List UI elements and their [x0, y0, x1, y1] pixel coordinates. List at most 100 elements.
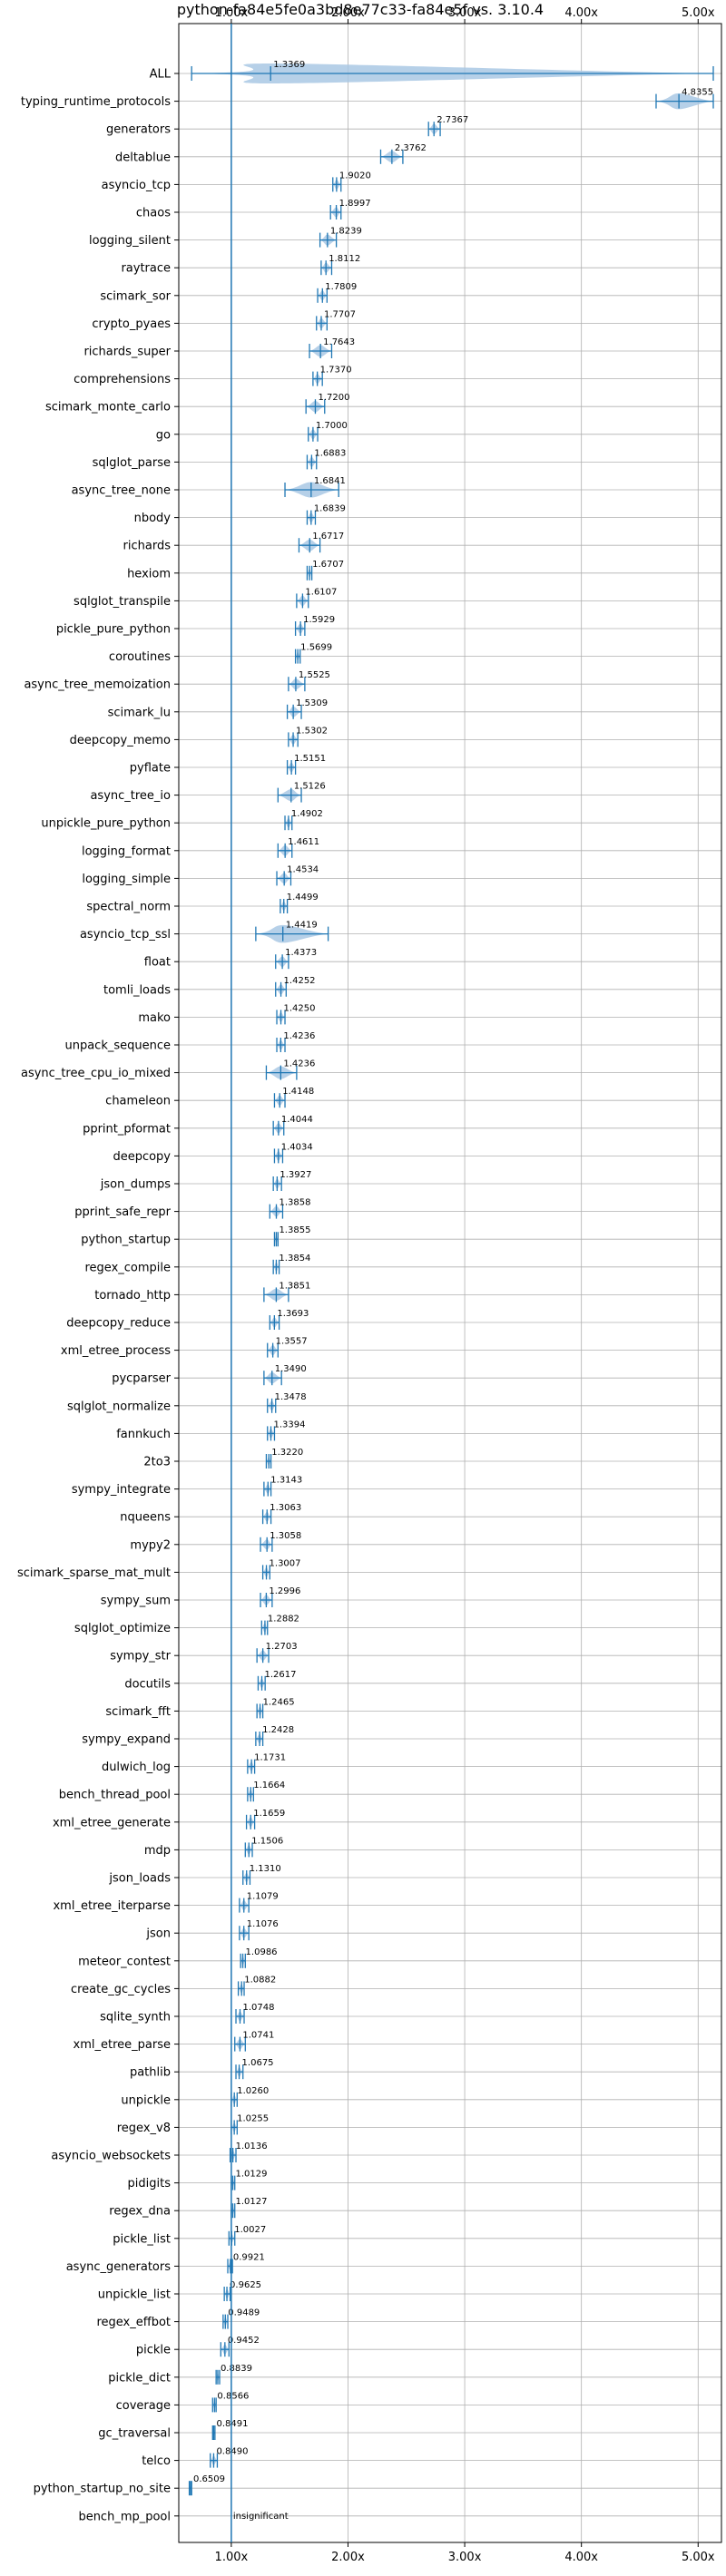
value-label: 1.3851	[279, 1281, 310, 1291]
y-tick-label: tomli_loads	[103, 983, 171, 997]
y-tick-label: sqlglot_normalize	[67, 1400, 171, 1413]
y-tick-label: async_generators	[66, 2260, 172, 2274]
value-label: 1.0136	[236, 2142, 268, 2152]
value-label: 0.8566	[217, 2391, 249, 2401]
y-tick-label: regex_compile	[84, 1261, 171, 1274]
y-tick-label: python_startup	[81, 1234, 171, 1247]
value-label: 1.7370	[320, 366, 352, 376]
y-tick-label: nbody	[134, 512, 172, 525]
y-tick-label: sympy_str	[110, 1650, 171, 1664]
value-label: 1.6841	[314, 476, 346, 486]
y-tick-label: ALL	[150, 68, 172, 82]
y-tick-label: coverage	[116, 2399, 171, 2413]
value-label: 1.2703	[266, 1642, 298, 1652]
value-label: 1.7200	[318, 393, 349, 403]
y-tick-label: sympy_expand	[82, 1733, 171, 1747]
y-tick-label: spectral_norm	[86, 901, 171, 914]
value-label: 1.5302	[296, 726, 328, 736]
value-label: 1.4373	[285, 948, 317, 958]
y-tick-label: telco	[142, 2454, 171, 2468]
y-tick-label: asyncio_websockets	[51, 2150, 171, 2163]
x-tick-label-bottom: 2.00x	[331, 2551, 365, 2564]
y-tick-label: dulwich_log	[102, 1761, 171, 1774]
y-tick-label: scimark_sparse_mat_mult	[17, 1566, 171, 1580]
value-label: 1.3220	[271, 1448, 303, 1458]
y-tick-label: float	[144, 956, 171, 970]
y-tick-label: go	[156, 428, 171, 442]
y-tick-label: crypto_pyaes	[92, 317, 171, 331]
x-tick-label-top: 1.00x	[215, 6, 249, 20]
y-tick-label: coroutines	[109, 650, 171, 664]
y-tick-label: pyflate	[130, 762, 171, 776]
y-tick-label: unpack_sequence	[64, 1039, 171, 1053]
value-label: 1.3394	[274, 1420, 306, 1429]
y-tick-label: generators	[106, 123, 171, 137]
value-label: 1.7643	[323, 337, 355, 347]
value-label: 0.9452	[228, 2336, 260, 2346]
y-tick-label: scimark_monte_carlo	[45, 401, 171, 415]
value-label: 1.4250	[284, 1003, 316, 1013]
value-label: 1.1079	[247, 1892, 279, 1902]
value-label: 1.5126	[294, 782, 326, 792]
axes: 1.00x 1.00x 2.00x 2.00x 3.00x 3.00x 4.00x 4.00x…	[17, 6, 722, 2564]
y-tick-label: typing_runtime_protocols	[21, 95, 171, 109]
value-label: 1.8239	[330, 227, 362, 237]
y-tick-label: json_loads	[108, 1872, 171, 1886]
value-label: 1.4611	[288, 837, 319, 847]
x-tick-label-bottom: 3.00x	[448, 2551, 482, 2564]
y-tick-label: deepcopy_memo	[70, 734, 171, 747]
value-label: 1.5699	[300, 643, 332, 653]
value-label: 1.6717	[312, 532, 344, 542]
y-tick-label: unpickle_pure_python	[41, 817, 171, 831]
y-tick-label: logging_format	[82, 844, 171, 858]
y-tick-label: 2to3	[143, 1456, 171, 1469]
y-tick-label: sqlglot_optimize	[74, 1622, 171, 1635]
x-tick-label-bottom: 5.00x	[682, 2551, 715, 2564]
value-label: 1.6107	[305, 587, 337, 597]
y-tick-label: richards	[123, 540, 172, 553]
y-tick-label: async_tree_none	[72, 484, 171, 498]
insignificant-label: insignificant	[233, 2512, 289, 2522]
y-tick-label: async_tree_cpu_io_mixed	[21, 1067, 171, 1080]
y-tick-label: deepcopy_reduce	[66, 1317, 171, 1331]
value-label: 1.2465	[263, 1697, 295, 1707]
chart-title: python-fa84e5fe0a3bd8e77c33-fa84e5f vs. …	[177, 1, 544, 18]
value-label: 1.3557	[276, 1337, 308, 1347]
y-tick-label: bench_mp_pool	[78, 2510, 171, 2523]
value-label: 0.8839	[221, 2364, 252, 2374]
y-tick-label: python_startup_no_site	[34, 2483, 171, 2496]
value-label: 0.9625	[230, 2280, 261, 2290]
y-tick-label: tornado_http	[94, 1289, 171, 1303]
value-label: 1.4252	[284, 976, 316, 986]
value-label: 1.3058	[270, 1531, 301, 1541]
y-tick-label: nqueens	[120, 1511, 171, 1525]
y-tick-label: meteor_contest	[78, 1955, 171, 1968]
x-tick-label-bottom: 4.00x	[564, 2551, 598, 2564]
y-tick-label: xml_etree_generate	[53, 1816, 171, 1830]
value-label: 0.9489	[228, 2308, 260, 2318]
value-label: 1.1731	[254, 1753, 286, 1763]
y-tick-label: chaos	[136, 207, 171, 220]
value-label: 0.9921	[233, 2252, 265, 2262]
y-tick-label: scimark_lu	[108, 706, 171, 719]
value-label: 1.3927	[280, 1170, 311, 1180]
value-label: 1.0986	[246, 1947, 278, 1957]
value-label: 1.0675	[242, 2058, 274, 2068]
y-tick-label: mypy2	[130, 1538, 171, 1552]
value-label: 1.1076	[247, 1919, 279, 1929]
value-label: 1.4419	[286, 921, 318, 931]
x-tick-label-top: 3.00x	[448, 6, 482, 20]
y-tick-label: comprehensions	[74, 373, 171, 386]
value-label: 1.1664	[253, 1781, 285, 1791]
value-label: 1.0129	[236, 2170, 268, 2180]
value-label: 1.5525	[299, 670, 330, 680]
value-label: 1.2428	[262, 1725, 294, 1735]
y-tick-label: regex_v8	[117, 2122, 171, 2135]
violin-series	[188, 63, 714, 2496]
value-label: 1.9020	[339, 171, 371, 181]
value-label: 1.1506	[251, 1836, 283, 1846]
y-tick-label: richards_super	[83, 346, 171, 359]
y-tick-label: create_gc_cycles	[71, 1983, 171, 1996]
value-label: 1.3143	[270, 1476, 302, 1486]
